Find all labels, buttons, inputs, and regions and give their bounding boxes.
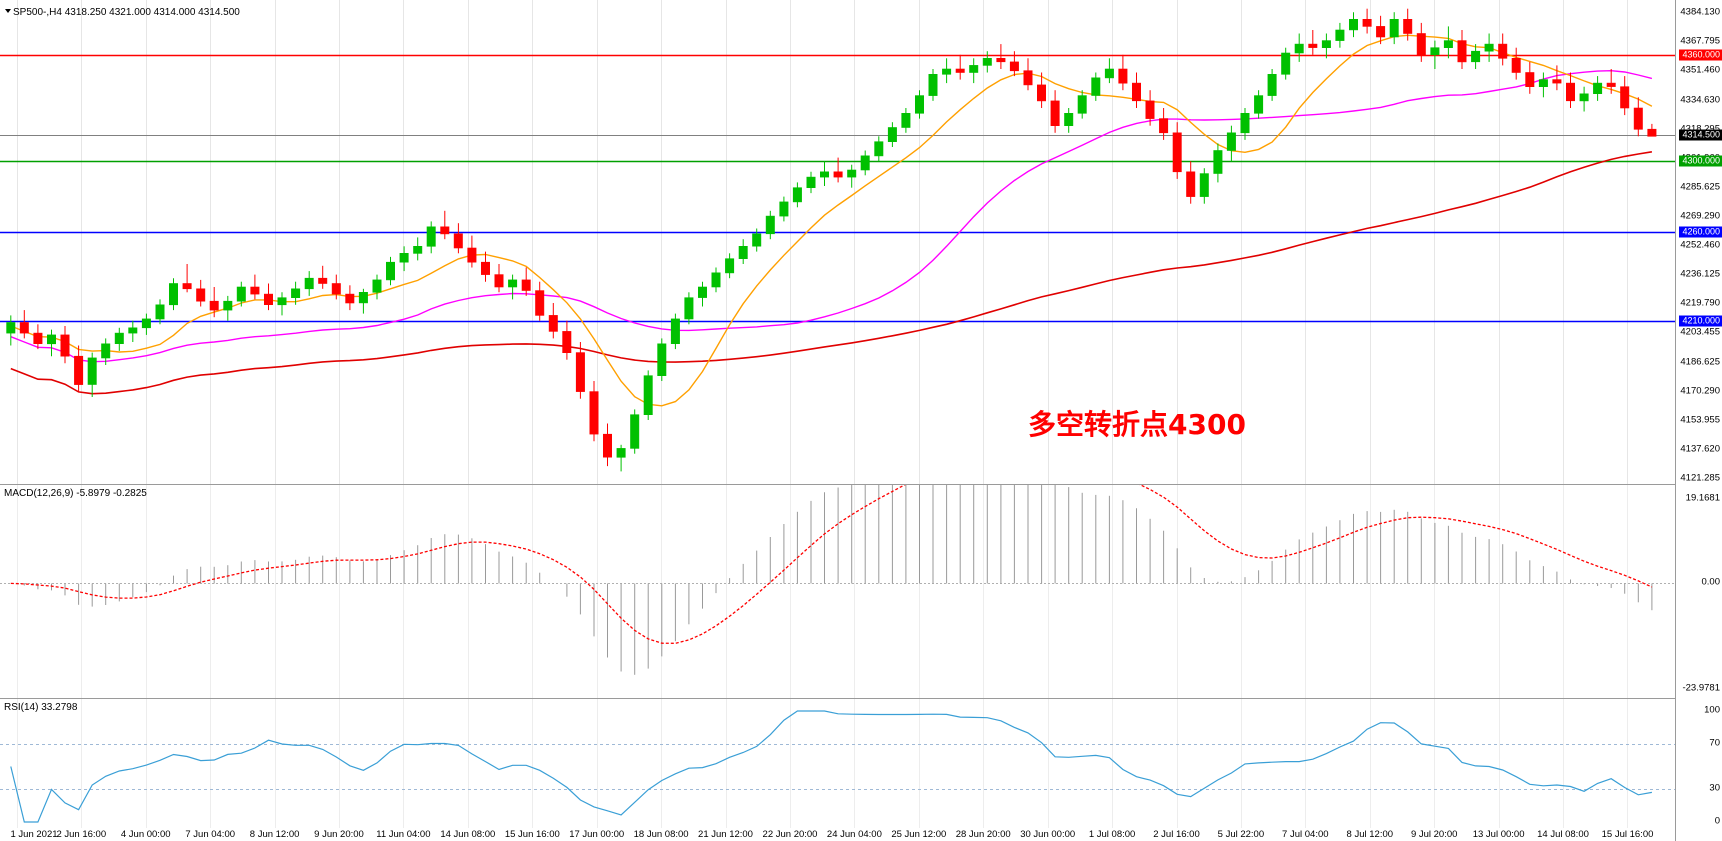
- price-axis-tag[interactable]: 4210.000: [1679, 315, 1722, 327]
- price-panel[interactable]: [0, 0, 1675, 484]
- time-axis-label: 17 Jun 00:00: [569, 829, 625, 840]
- rsi-axis-label: 0: [1714, 815, 1720, 827]
- price-axis-tag[interactable]: 4360.000: [1679, 49, 1722, 61]
- macd-axis-label: 19.1681: [1685, 492, 1720, 504]
- time-axis-label: 7 Jun 04:00: [185, 829, 236, 840]
- time-axis-label: 21 Jun 12:00: [698, 829, 753, 840]
- time-axis-label: 24 Jun 04:00: [826, 829, 882, 840]
- symbol-ohlc-text: SP500-,H4 4318.250 4321.000 4314.000 431…: [13, 7, 240, 18]
- price-axis-label: 4153.955: [1680, 414, 1720, 426]
- rsi-panel[interactable]: [0, 698, 1675, 828]
- time-axis-label: 7 Jul 04:00: [1282, 829, 1329, 840]
- symbol-header: SP500-,H4 4318.250 4321.000 4314.000 431…: [5, 7, 240, 18]
- price-axis-tag[interactable]: 4314.500: [1679, 129, 1722, 141]
- time-axis-label: 9 Jun 20:00: [314, 829, 364, 840]
- price-axis-label: 4186.625: [1680, 356, 1720, 368]
- time-axis-label: 9 Jul 20:00: [1410, 829, 1458, 840]
- time-axis-label: 22 Jun 20:00: [762, 829, 818, 840]
- price-axis-label: 4252.460: [1680, 239, 1720, 251]
- macd-axis-label: 0.00: [1701, 576, 1721, 588]
- time-axis-label: 18 Jun 08:00: [633, 829, 689, 840]
- price-axis-label: 4121.285: [1680, 472, 1720, 484]
- time-axis-label: 2 Jul 16:00: [1153, 829, 1200, 840]
- macd-plot-area[interactable]: [0, 485, 1675, 699]
- collapse-triangle-icon[interactable]: [5, 9, 11, 13]
- rsi-plot-area[interactable]: [0, 699, 1675, 828]
- price-axis-label: 4285.625: [1680, 181, 1720, 193]
- price-axis-label: 4318.295: [1680, 123, 1720, 135]
- time-axis-label: 4 Jun 00:00: [120, 829, 171, 840]
- price-plot-area[interactable]: [0, 0, 1675, 484]
- time-axis-label: 5 Jul 22:00: [1217, 829, 1265, 840]
- price-axis-label: 4269.290: [1680, 210, 1720, 222]
- time-axis-label: 28 Jun 20:00: [955, 829, 1011, 840]
- time-axis-label: 8 Jun 12:00: [249, 829, 300, 840]
- price-axis-label: 4367.795: [1680, 35, 1720, 47]
- macd-axis-label: -23.9781: [1682, 682, 1720, 694]
- price-axis-label: 4351.460: [1680, 64, 1720, 76]
- price-axis-tag[interactable]: 4300.000: [1679, 155, 1722, 167]
- rsi-header: RSI(14) 33.2798: [4, 702, 78, 713]
- chart-annotation-text: 多空转折点4300: [1028, 408, 1246, 441]
- time-axis-label: 14 Jul 08:00: [1537, 829, 1589, 840]
- time-axis-label: 1 Jul 08:00: [1088, 829, 1136, 840]
- macd-header: MACD(12,26,9) -5.8979 -0.2825: [4, 488, 147, 499]
- price-axis-label: 4334.630: [1680, 94, 1720, 106]
- price-axis-label: 4203.455: [1680, 326, 1720, 338]
- price-axis-label: 4170.290: [1680, 385, 1720, 397]
- axis-separator: [1675, 0, 1676, 841]
- time-axis-label: 30 Jun 00:00: [1020, 829, 1076, 840]
- time-axis-label: 15 Jun 16:00: [504, 829, 560, 840]
- rsi-axis-label: 70: [1709, 737, 1720, 749]
- time-axis-label: 1 Jun 2021: [10, 829, 58, 840]
- price-axis[interactable]: 4384.130 4367.795 4351.460 4334.630 4318.295…: [1675, 0, 1722, 841]
- time-axis-label: 11 Jun 04:00: [376, 829, 431, 840]
- time-axis-label: 13 Jul 00:00: [1472, 829, 1525, 840]
- time-axis-label: 2 Jun 16:00: [56, 829, 107, 840]
- price-axis-label: 4384.130: [1680, 6, 1720, 18]
- price-axis-tag[interactable]: 4260.000: [1679, 226, 1722, 238]
- macd-panel[interactable]: [0, 484, 1675, 699]
- time-axis-label: 14 Jun 08:00: [440, 829, 496, 840]
- rsi-axis-label: 100: [1704, 704, 1720, 716]
- time-axis-label: 15 Jul 16:00: [1601, 829, 1654, 840]
- price-axis-label: 4137.620: [1680, 443, 1720, 455]
- price-axis-label: 4236.125: [1680, 268, 1720, 280]
- time-axis-label: 25 Jun 12:00: [891, 829, 947, 840]
- time-axis[interactable]: 1 Jun 2021 2 Jun 16:00 4 Jun 00:00 7 Jun 04…: [0, 827, 1675, 841]
- time-axis-label: 8 Jul 12:00: [1346, 829, 1394, 840]
- price-axis-label: 4219.790: [1680, 297, 1720, 309]
- rsi-axis-label: 30: [1709, 782, 1720, 794]
